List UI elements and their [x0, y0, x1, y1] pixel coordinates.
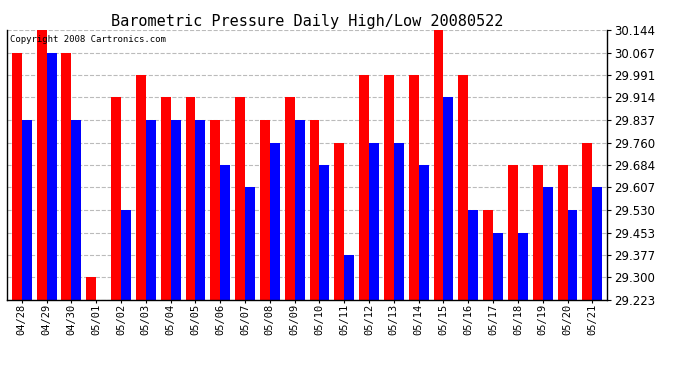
Bar	[295, 120, 304, 300]
Bar	[344, 255, 354, 300]
Bar	[518, 232, 528, 300]
Title: Barometric Pressure Daily High/Low 20080522: Barometric Pressure Daily High/Low 20080…	[111, 14, 503, 29]
Bar	[369, 142, 379, 300]
Bar	[558, 165, 567, 300]
Bar	[170, 120, 181, 300]
Bar	[508, 165, 518, 300]
Bar	[195, 120, 206, 300]
Bar	[384, 75, 394, 300]
Bar	[245, 188, 255, 300]
Bar	[285, 98, 295, 300]
Bar	[121, 210, 131, 300]
Bar	[71, 120, 81, 300]
Text: Copyright 2008 Cartronics.com: Copyright 2008 Cartronics.com	[10, 35, 166, 44]
Bar	[37, 30, 47, 300]
Bar	[22, 120, 32, 300]
Bar	[419, 165, 428, 300]
Bar	[592, 188, 602, 300]
Bar	[61, 53, 71, 300]
Bar	[394, 142, 404, 300]
Bar	[146, 120, 156, 300]
Bar	[444, 98, 453, 300]
Bar	[12, 53, 22, 300]
Bar	[260, 120, 270, 300]
Bar	[136, 75, 146, 300]
Bar	[493, 232, 503, 300]
Bar	[310, 120, 319, 300]
Bar	[186, 98, 195, 300]
Bar	[235, 98, 245, 300]
Bar	[111, 98, 121, 300]
Bar	[582, 142, 592, 300]
Bar	[483, 210, 493, 300]
Bar	[533, 165, 543, 300]
Bar	[567, 210, 578, 300]
Bar	[86, 278, 96, 300]
Bar	[408, 75, 419, 300]
Bar	[433, 30, 444, 300]
Bar	[47, 53, 57, 300]
Bar	[458, 75, 469, 300]
Bar	[543, 188, 553, 300]
Bar	[359, 75, 369, 300]
Bar	[220, 165, 230, 300]
Bar	[210, 120, 220, 300]
Bar	[335, 142, 344, 300]
Bar	[469, 210, 478, 300]
Bar	[319, 165, 329, 300]
Bar	[270, 142, 279, 300]
Bar	[161, 98, 170, 300]
